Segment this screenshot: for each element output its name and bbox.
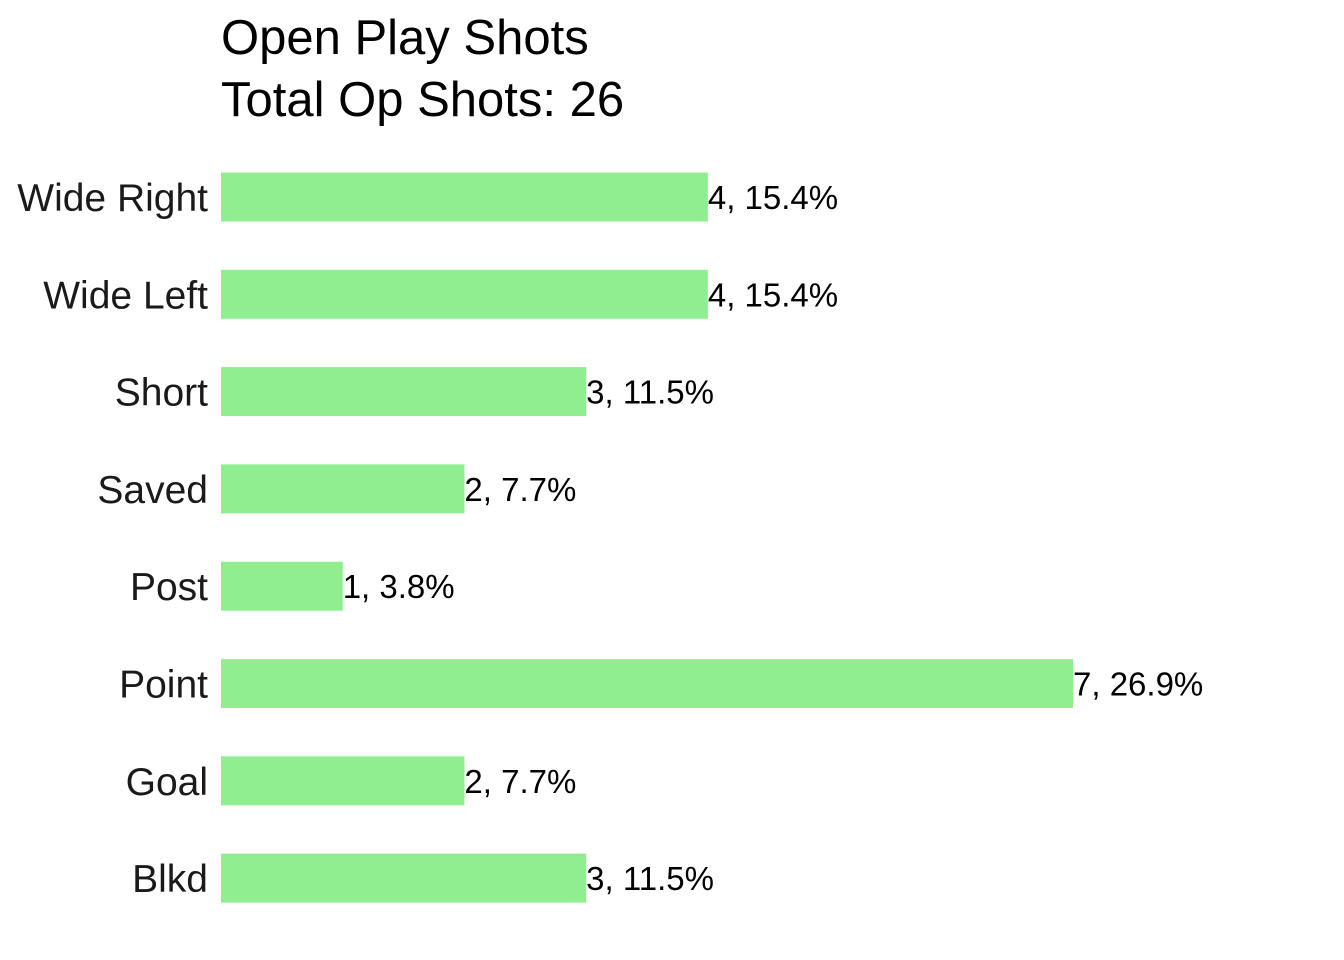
data-label-wide-left: 4, 15.4% <box>708 276 838 313</box>
bar-blkd <box>221 853 587 903</box>
chart-subtitle: Total Op Shots: 26 <box>221 73 624 127</box>
category-label-short: Short <box>115 372 208 415</box>
bar-saved <box>221 464 465 514</box>
category-label-blkd: Blkd <box>132 858 208 901</box>
bar-wide-left <box>221 269 708 319</box>
category-label-point: Point <box>119 664 208 707</box>
category-label-goal: Goal <box>126 761 208 804</box>
category-label-post: Post <box>130 566 208 609</box>
bar-short <box>221 367 587 417</box>
data-label-blkd: 3, 11.5% <box>586 860 714 897</box>
chart-title: Open Play Shots <box>221 11 589 65</box>
data-label-wide-right: 4, 15.4% <box>708 179 838 216</box>
data-label-point: 7, 26.9% <box>1073 666 1203 703</box>
data-label-goal: 2, 7.7% <box>464 763 576 800</box>
category-label-saved: Saved <box>97 469 208 512</box>
category-label-wide-right: Wide Right <box>17 177 208 220</box>
bar-wide-right <box>221 172 708 222</box>
category-label-wide-left: Wide Left <box>43 274 208 317</box>
bar-goal <box>221 756 465 806</box>
data-label-saved: 2, 7.7% <box>464 471 576 508</box>
category-labels: Wide Right Wide Left Short Saved Post Point Go… <box>17 177 208 901</box>
bars-layer <box>221 172 1073 903</box>
data-label-post: 1, 3.8% <box>343 568 455 605</box>
data-label-short: 3, 11.5% <box>586 374 714 411</box>
bar-point <box>221 659 1073 708</box>
data-labels: 4, 15.4% 4, 15.4% 3, 11.5% 2, 7.7% 1, 3.8% 7,… <box>343 179 1204 897</box>
bar-post <box>221 561 343 611</box>
